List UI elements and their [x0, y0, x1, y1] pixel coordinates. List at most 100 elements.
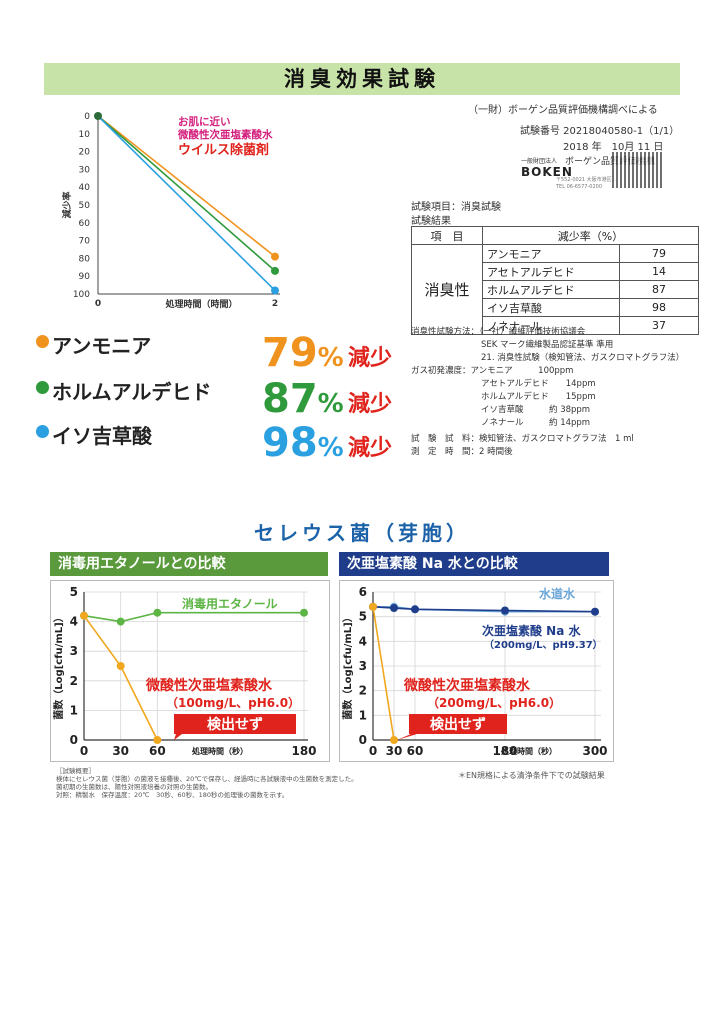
gas-line: ノネナール 約 14ppm — [481, 418, 591, 428]
right-chart-header: 次亜塩素酸 Na 水との比較 — [339, 552, 609, 576]
not-detected-badge — [397, 714, 507, 740]
data-point — [80, 611, 88, 620]
data-point — [116, 662, 125, 670]
table-row: 消臭性 アンモニア 79 — [411, 244, 699, 335]
data-point — [271, 286, 279, 295]
series-sub-label: （200mg/L、pH9.37） — [484, 638, 603, 651]
qr-code-icon — [612, 152, 662, 188]
data-point — [153, 736, 162, 744]
series-label: 水道水 — [539, 586, 576, 601]
result-percent: 87% — [262, 376, 344, 422]
test-result-label: 試験結果 — [411, 216, 451, 227]
series-sub-label: （200mg/L、pH6.0） — [427, 695, 561, 710]
green-dot-icon — [36, 381, 49, 394]
series-label: 微酸性次亜塩素酸水 — [145, 677, 273, 694]
x-tick-label: 300 — [582, 744, 607, 758]
data-point — [116, 617, 125, 626]
y-tick-label: 70 — [79, 237, 91, 247]
footnote-line: 対照：精製水 保存温度：20℃ 30秒、60秒、180秒の処理後の菌数を示す。 — [56, 791, 289, 799]
page-title: 消臭効果試験 — [284, 67, 440, 91]
gas-line: イソ吉草酸 約 38ppm — [481, 405, 591, 415]
series-line — [83, 611, 304, 623]
y-axis-label: 菌数（Log[cfu/mL]） — [52, 612, 65, 719]
x-axis-label: 処理時間（秒） — [500, 746, 557, 756]
x-tick-label: 60 — [149, 744, 166, 758]
data-point — [411, 605, 419, 614]
x-tick-label: 30 — [386, 744, 403, 758]
y-tick-label: 40 — [79, 183, 91, 193]
series-label: 次亜塩素酸 Na 水 — [482, 623, 581, 638]
chart-frame — [339, 580, 614, 762]
y-tick-label: 20 — [79, 148, 91, 158]
series-sub-label: （100mg/L、pH6.0） — [166, 695, 300, 710]
org-name: ボーゲン品質評価機構 — [565, 157, 656, 167]
y-tick-label: 2 — [70, 674, 78, 688]
y-tick-label: 0 — [84, 112, 90, 122]
left-cereus-chart: 0 1 2 3 4 5 0 30 60 180 処理時間（秒） 菌数（Log[cfu/mL]） 消毒用エ… — [50, 580, 330, 762]
method-line: 21. 消臭性試験（検知管法、ガスクロマトグラフ法） — [481, 353, 685, 363]
y-tick-label: 2 — [359, 684, 367, 698]
gas-line: ホルムアルデヒド 15ppm — [481, 392, 596, 402]
y-tick-label: 50 — [79, 201, 91, 211]
y-tick-label: 5 — [359, 610, 367, 624]
data-point — [591, 607, 599, 616]
x-tick-label: 180 — [492, 744, 517, 758]
x-tick-label: 0 — [80, 744, 88, 758]
y-tick-label: 4 — [359, 634, 367, 648]
series-label: 消毒用エタノール — [182, 596, 278, 611]
time-line: 測 定 時 間：2 時間後 — [411, 447, 513, 457]
results-table-wrap: 項 目 減少率（%） 消臭性 アンモニア 79 アセトアルデヒド 14 ホルムアル… — [411, 226, 699, 335]
data-point — [369, 602, 377, 611]
y-tick-label: 100 — [73, 290, 90, 300]
y-tick-label: 3 — [359, 659, 367, 673]
data-point — [390, 736, 398, 744]
x-tick-label: 0 — [369, 744, 377, 758]
table-row: イソ吉草酸 98 — [412, 298, 699, 317]
origin-point — [94, 112, 102, 120]
data-point — [271, 266, 279, 275]
y-tick-label: 3 — [70, 644, 78, 658]
footnote-line: 菌初期の生菌数は、陽性対照液培養の対照の生菌数。 — [56, 783, 212, 791]
y-tick-label: 1 — [359, 708, 367, 722]
x-axis-label: 処理時間（時間） — [164, 298, 237, 310]
source-note: （一財）ボーゲン品質評価機構調べによる — [468, 105, 658, 116]
orange-dot-icon — [36, 335, 49, 348]
result-percent: 98% — [262, 420, 344, 466]
left-chart-header: 消毒用エタノールとの比較 — [50, 552, 328, 576]
series-label: 微酸性次亜塩素酸水 — [403, 677, 531, 694]
org-address: 〒552-0021 大阪市港区... — [556, 177, 617, 183]
series-line — [97, 115, 276, 272]
chart-frame — [50, 580, 330, 762]
x-tick-label: 0 — [95, 299, 101, 309]
series-line — [97, 115, 276, 258]
gas-line: ガス初発濃度：アンモニア 100ppm — [411, 366, 574, 376]
result-row-formaldehyde: ホルムアルデヒド 87% 減少 — [36, 376, 396, 422]
method-line: 消臭性試験方法：（一社）繊維評価技術協議会 — [411, 327, 586, 337]
title-banner: 消臭効果試験 — [44, 63, 680, 95]
y-tick-label: 60 — [79, 219, 91, 229]
series-line — [372, 606, 395, 741]
x-tick-label: 30 — [112, 744, 129, 758]
y-tick-label: 30 — [79, 165, 91, 175]
data-point — [300, 608, 308, 617]
blue-dot-icon — [36, 425, 49, 438]
data-point — [271, 252, 279, 261]
x-tick-label: 60 — [407, 744, 424, 758]
footnote-line: ［試験概要］ — [56, 767, 95, 775]
table-row: アセトアルデヒド 14 — [412, 262, 699, 281]
y-tick-label: 90 — [79, 272, 91, 282]
series-line — [97, 115, 276, 292]
en-note: ＊EN規格による清浄条件下での試験結果 — [458, 771, 605, 780]
y-tick-label: 5 — [70, 585, 78, 599]
test-item: 試験項目：消臭試験 — [411, 202, 501, 213]
data-point — [153, 608, 162, 617]
section-title: セレウス菌（芽胞） — [254, 521, 470, 545]
y-tick-label: 10 — [79, 130, 91, 140]
not-detected-badge — [174, 714, 296, 740]
data-point — [501, 606, 509, 615]
result-row-ammonia: アンモニア 79% 減少 — [36, 330, 396, 376]
gas-line: アセトアルデヒド 14ppm — [481, 379, 596, 389]
x-tick-label: 180 — [291, 744, 316, 758]
